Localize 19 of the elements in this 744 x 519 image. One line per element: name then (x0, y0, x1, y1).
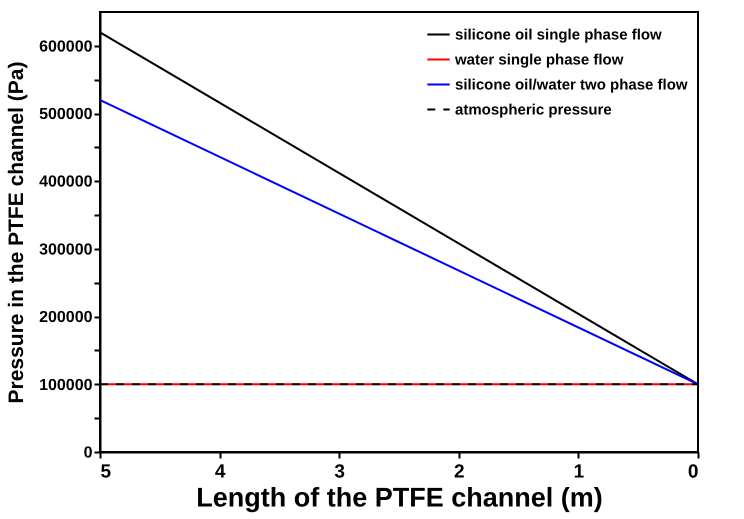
x-axis-title: Length of the PTFE channel (m) (196, 482, 603, 512)
legend-label: silicone oil/water two phase flow (455, 76, 688, 94)
y-tick-label: 600000 (39, 38, 93, 56)
x-tick-label: 3 (334, 462, 345, 482)
legend-label: atmospheric pressure (455, 102, 612, 118)
y-tick-label: 500000 (39, 106, 93, 124)
legend-label: silicone oil single phase flow (455, 26, 662, 44)
x-tick-label: 0 (688, 462, 698, 482)
y-tick-label: 0 (84, 444, 93, 462)
x-tick-label: 1 (574, 462, 585, 482)
y-tick-label: 200000 (39, 309, 93, 326)
x-tick-label: 4 (214, 462, 226, 482)
y-tick-label: 300000 (39, 241, 93, 258)
y-tick-label: 400000 (39, 174, 93, 191)
x-tick-label: 5 (100, 462, 112, 482)
y-tick-label: 100000 (39, 376, 93, 394)
legend-label: water single phase flow (454, 52, 624, 68)
x-tick-label: 2 (454, 462, 465, 482)
y-axis-title: Pressure in the PTFE channel (Pa) (5, 62, 28, 404)
